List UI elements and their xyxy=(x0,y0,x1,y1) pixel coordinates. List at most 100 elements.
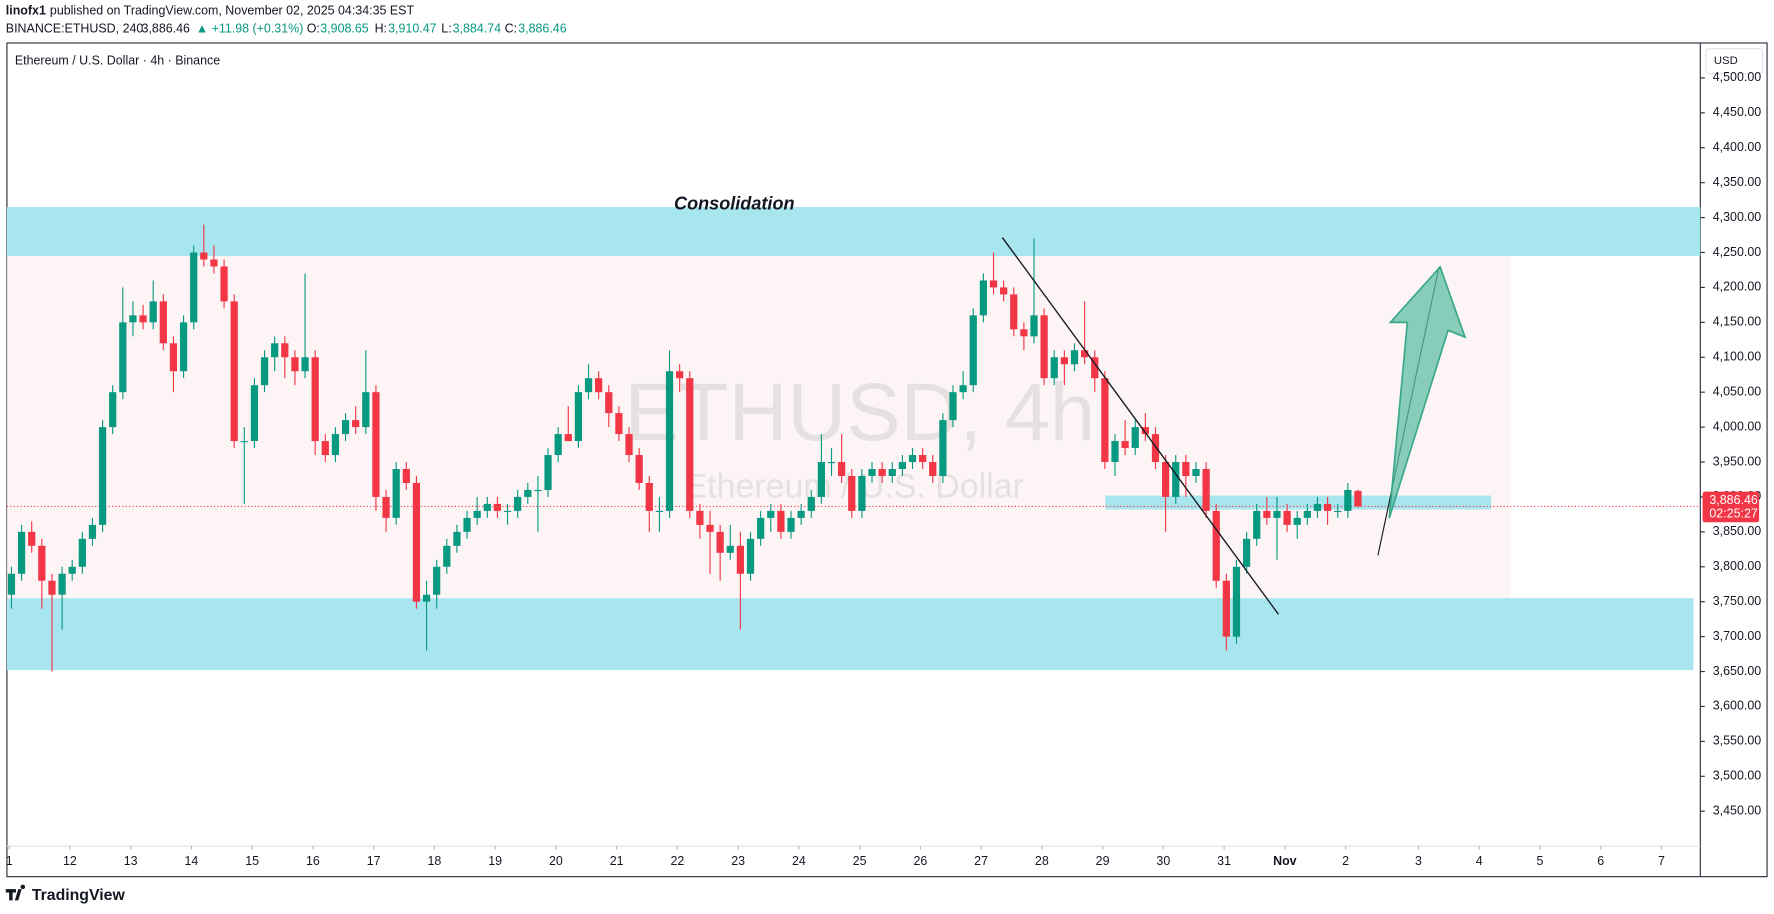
y-tick-label: 4,250.00 xyxy=(1713,245,1761,259)
candle-body xyxy=(524,489,532,497)
o-value: 3,908.65 xyxy=(320,22,368,36)
candle-body xyxy=(1101,378,1109,463)
candle-body xyxy=(1020,329,1028,337)
candle-body xyxy=(625,434,633,456)
candle-body xyxy=(271,343,279,358)
candle-body xyxy=(473,510,481,518)
y-tick-label: 3,600.00 xyxy=(1713,699,1761,713)
candle-body xyxy=(301,357,309,372)
x-tick-label: 31 xyxy=(1217,854,1231,868)
y-tick-label: 4,000.00 xyxy=(1713,419,1761,433)
zone xyxy=(6,598,1694,671)
x-tick-label: Nov xyxy=(1273,854,1297,868)
candle-body xyxy=(38,545,46,581)
candle-body xyxy=(260,357,269,386)
zone xyxy=(6,207,1701,256)
candle-body xyxy=(746,538,755,574)
x-tick-label: 5 xyxy=(1537,854,1544,868)
candle-body xyxy=(1344,489,1352,511)
x-tick-label: 23 xyxy=(731,854,745,868)
x-tick-label: 16 xyxy=(306,854,320,868)
y-tick-label: 4,100.00 xyxy=(1713,350,1761,364)
candle-body xyxy=(827,462,836,464)
candle-body xyxy=(1050,357,1058,379)
drawings xyxy=(1001,237,1467,615)
x-tick-label: 3 xyxy=(1415,854,1422,868)
x-tick-label: 28 xyxy=(1035,854,1049,868)
candle-body xyxy=(949,392,957,421)
y-tick-label: 3,700.00 xyxy=(1713,629,1761,643)
candle-body xyxy=(1283,510,1291,525)
candle-body xyxy=(817,462,826,497)
candle-body xyxy=(352,420,360,428)
candle-body xyxy=(78,538,86,567)
candle-body xyxy=(868,469,876,476)
candle-body xyxy=(341,420,350,435)
chart-title: Ethereum / U.S. Dollar · 4h · Binance xyxy=(15,53,220,67)
candle-body xyxy=(1354,490,1362,507)
h-value: 3,910.47 xyxy=(388,22,436,36)
y-tick-label: 3,750.00 xyxy=(1713,594,1761,608)
candle-body xyxy=(281,343,289,358)
trendline xyxy=(1001,237,1279,615)
candle-body xyxy=(1121,441,1129,449)
candle-body xyxy=(595,378,603,393)
candle-body xyxy=(1131,427,1139,449)
candle-body xyxy=(686,378,694,511)
candle-body xyxy=(443,545,451,567)
currency[interactable]: USD xyxy=(1714,55,1738,67)
y-tick-label: 3,850.00 xyxy=(1713,524,1761,538)
candle-body xyxy=(655,510,664,513)
x-tick-label: 25 xyxy=(853,854,867,868)
candle-body xyxy=(554,434,562,456)
candle-body xyxy=(291,357,299,372)
candle-body xyxy=(959,385,967,393)
candle-body xyxy=(615,413,623,435)
candle-body xyxy=(777,510,785,532)
x-tick-label: 1 xyxy=(6,854,13,868)
x-tick-label: 27 xyxy=(974,854,988,868)
candle-body xyxy=(159,301,167,344)
candle-body xyxy=(210,259,218,267)
x-tick-label: 15 xyxy=(245,854,259,868)
candle-body xyxy=(929,462,937,476)
x-tick-label: 2 xyxy=(1342,854,1349,868)
y-tick-label: 4,300.00 xyxy=(1713,210,1761,224)
candle-body xyxy=(1334,510,1342,513)
x-tick-label: 17 xyxy=(367,854,381,868)
candle-body xyxy=(1000,287,1008,295)
candle-body xyxy=(7,573,16,595)
candle-body xyxy=(574,392,583,442)
candle-body xyxy=(17,531,26,574)
candle-body xyxy=(696,510,704,525)
candle-body xyxy=(250,385,259,442)
y-tick-label: 4,500.00 xyxy=(1713,70,1761,84)
candle-body xyxy=(676,371,684,379)
y-tick-label: 3,800.00 xyxy=(1713,559,1761,573)
candle-body xyxy=(362,392,370,428)
author: linofx1 xyxy=(6,4,46,18)
y-tick-label: 3,450.00 xyxy=(1713,803,1761,817)
x-tick-label: 6 xyxy=(1597,854,1604,868)
candle-body xyxy=(139,315,147,323)
candle-body xyxy=(898,462,907,470)
candle-body xyxy=(169,343,178,372)
x-tick-label: 19 xyxy=(488,854,502,868)
candle-body xyxy=(1040,315,1048,379)
currency-button[interactable] xyxy=(1705,48,1764,75)
candle-body xyxy=(1111,441,1119,463)
candle-body xyxy=(392,469,400,518)
y-tick-label: 4,200.00 xyxy=(1713,280,1761,294)
candle-body xyxy=(220,266,228,302)
candle-body xyxy=(1222,580,1230,637)
candle-body xyxy=(1070,350,1079,365)
candle-body xyxy=(1303,510,1311,518)
candle-body xyxy=(1151,434,1160,463)
y-tick-label: 3,650.00 xyxy=(1713,664,1761,678)
x-tick-label: 12 xyxy=(63,854,77,868)
candle-body xyxy=(858,475,866,511)
candle-body xyxy=(544,455,552,490)
axes: 4,500.00 4,450.00 4,400.00 4,350.00 4,300.00… xyxy=(6,70,1762,868)
l-label: L: xyxy=(441,22,451,36)
